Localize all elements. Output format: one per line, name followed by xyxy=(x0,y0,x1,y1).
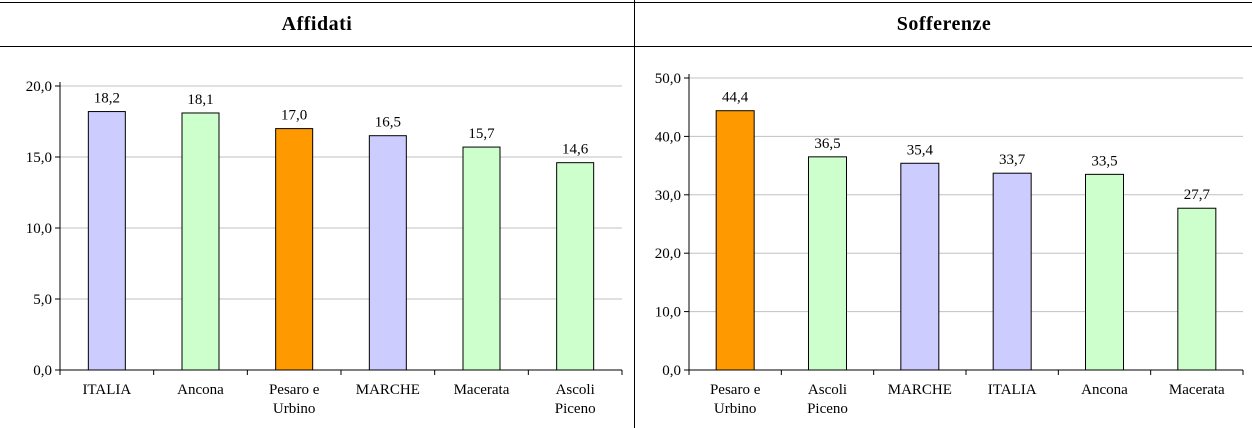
data-label: 35,4 xyxy=(907,142,934,158)
affidati-panel: Affidati 0,0 5,0 10,0 15,0 20,0 18,2 ITALIA 18,… xyxy=(0,2,634,417)
data-label: 15,7 xyxy=(468,126,495,142)
x-tick-label: ITALIA xyxy=(82,382,131,398)
y-tick-label: 10,0 xyxy=(26,221,52,237)
x-tick-label: Macerata xyxy=(454,382,510,398)
x-tick-label: Ancona xyxy=(1081,382,1128,398)
data-label: 16,5 xyxy=(375,115,401,131)
bar xyxy=(368,135,407,371)
x-tick-label: Ascoli xyxy=(808,382,847,398)
x-tick-label: Macerata xyxy=(1169,382,1225,398)
x-tick-label: ITALIA xyxy=(988,382,1037,398)
bar xyxy=(900,162,940,371)
y-tick-label: 20,0 xyxy=(655,246,681,262)
data-label: 27,7 xyxy=(1184,187,1211,203)
affidati-chart: 0,0 5,0 10,0 15,0 20,0 18,2 ITALIA 18,1 Ancona 17… xyxy=(26,79,623,417)
data-label: 44,4 xyxy=(722,90,749,106)
y-tick-label: 30,0 xyxy=(655,188,681,204)
data-label: 33,7 xyxy=(999,152,1026,168)
x-tick-label: MARCHE xyxy=(888,382,952,398)
bar xyxy=(556,162,595,371)
top-border-line xyxy=(0,2,1252,3)
data-label: 33,5 xyxy=(1091,153,1117,169)
y-tick-label: 10,0 xyxy=(655,305,681,321)
x-tick-label: Pesaro e xyxy=(269,382,320,398)
x-tick-label: Ascoli xyxy=(556,382,595,398)
y-tick-label: 20,0 xyxy=(26,79,52,95)
y-tick-label: 50,0 xyxy=(655,71,681,87)
bar xyxy=(992,172,1032,371)
y-tick-label: 0,0 xyxy=(662,363,681,379)
y-tick-label: 15,0 xyxy=(26,150,52,166)
sofferenze-chart: 0,0 10,0 20,0 30,0 40,0 50,0 44,4 Pesaro e Urbin… xyxy=(655,71,1244,417)
data-label: 36,5 xyxy=(814,136,840,152)
bar xyxy=(715,110,755,371)
affidati-title: Affidati xyxy=(0,2,634,47)
data-label: 14,6 xyxy=(562,142,589,158)
data-label: 17,0 xyxy=(281,108,307,124)
x-tick-label: Ancona xyxy=(177,382,224,398)
bar xyxy=(808,156,847,371)
x-tick-label: Urbino xyxy=(714,401,757,417)
x-tick-label: Piceno xyxy=(555,401,596,417)
bar xyxy=(462,146,501,371)
bar xyxy=(275,128,314,371)
y-tick-label: 5,0 xyxy=(33,292,52,308)
data-label: 18,1 xyxy=(187,92,213,108)
sofferenze-panel: Sofferenze 0,0 10,0 20,0 30,0 40,0 50,0 44,4 Pe… xyxy=(634,0,1252,428)
bar xyxy=(1177,207,1217,371)
bar xyxy=(1085,173,1124,371)
sofferenze-title: Sofferenze xyxy=(635,2,1252,47)
y-tick-label: 0,0 xyxy=(33,363,52,379)
bar xyxy=(181,112,220,371)
x-tick-label: Urbino xyxy=(273,401,316,417)
y-tick-label: 40,0 xyxy=(655,129,681,145)
x-tick-label: Pesaro e xyxy=(710,382,761,398)
x-tick-label: Piceno xyxy=(807,401,848,417)
data-label: 18,2 xyxy=(94,91,120,107)
bar xyxy=(87,111,126,371)
x-tick-label: MARCHE xyxy=(356,382,420,398)
